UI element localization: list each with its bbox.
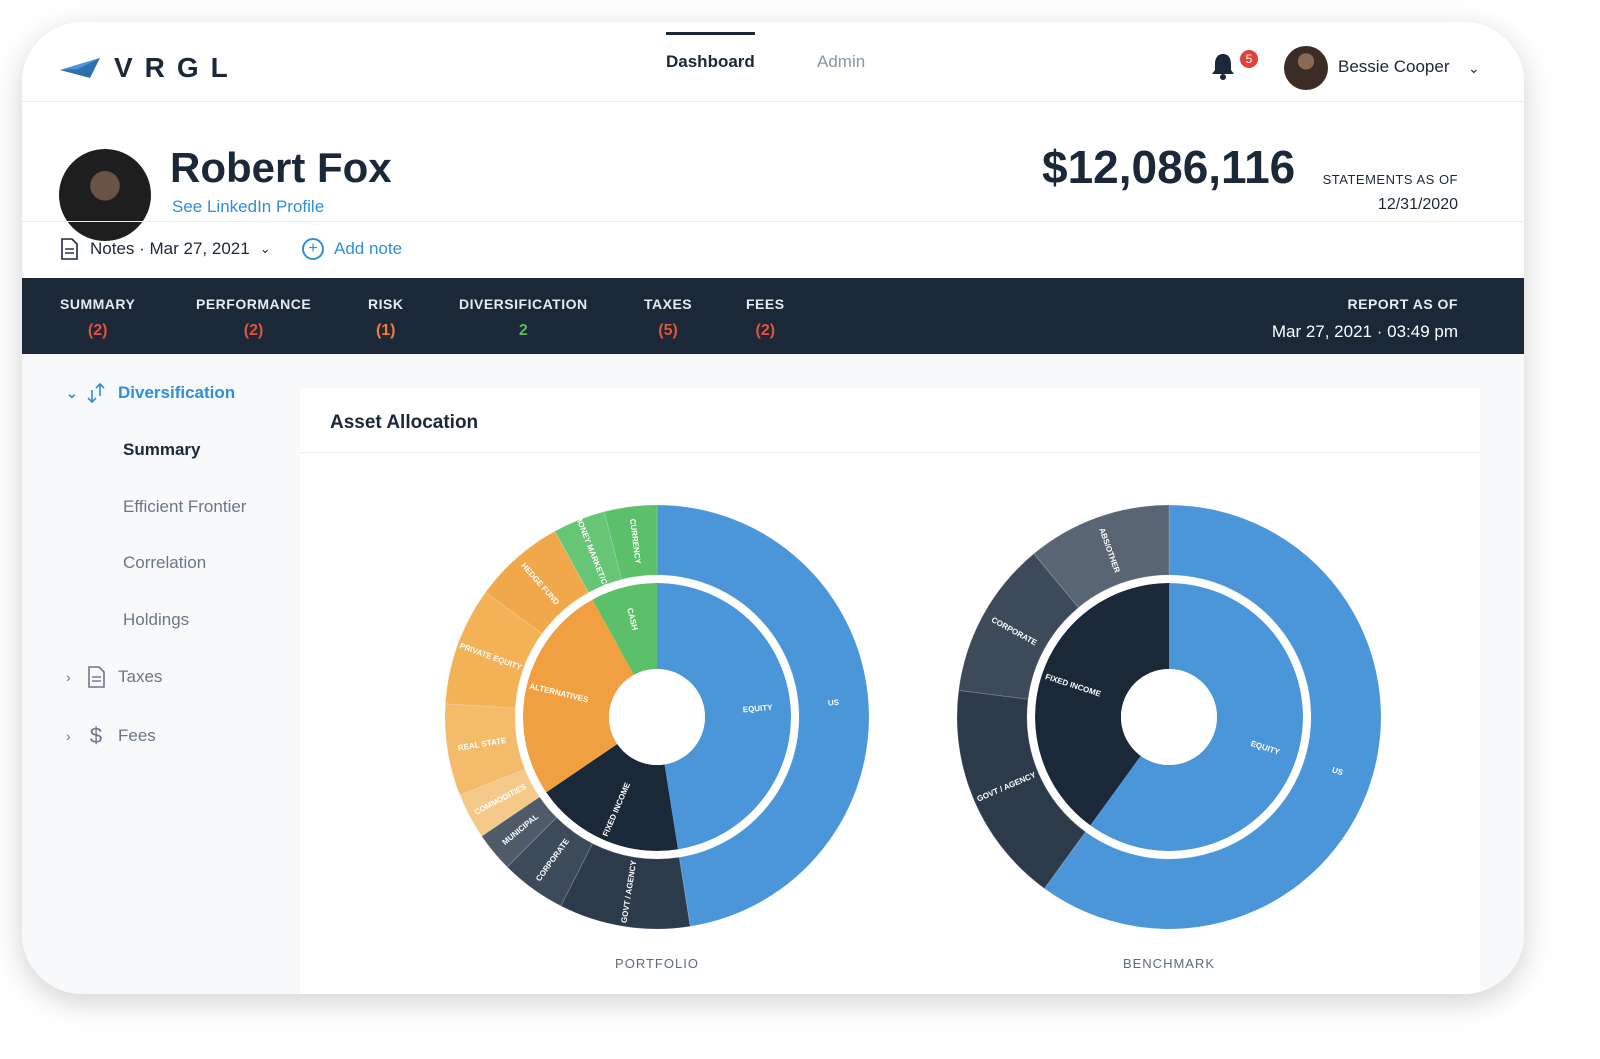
client-avatar [59, 149, 151, 241]
sidebar-item-efficient-frontier[interactable]: Efficient Frontier [123, 497, 247, 516]
user-name[interactable]: Bessie Cooper [1338, 57, 1450, 76]
bar-item-fees[interactable]: FEES (2) [746, 296, 785, 340]
bar-label: FEES [746, 296, 785, 312]
logo-icon [60, 58, 100, 78]
sidebar-group-fees[interactable]: › $ Fees [66, 723, 156, 749]
bar-item-taxes[interactable]: TAXES (5) [644, 296, 692, 340]
outer-slice-currency[interactable] [603, 504, 658, 581]
sidebar-item-correlation[interactable]: Correlation [123, 553, 207, 572]
content-area: ⌄ Diversification Summary Efficient Fron… [22, 354, 1524, 994]
inner-slice-fixed-income[interactable] [1035, 583, 1169, 826]
outer-slice-label: US [828, 698, 840, 708]
chevron-down-icon[interactable]: ⌄ [1468, 60, 1480, 76]
chevron-down-icon: ⌄ [259, 241, 271, 256]
bar-count: 2 [518, 322, 528, 339]
inner-slice-fixed-income[interactable] [546, 743, 678, 851]
top-nav: VRGL Dashboard Admin 5 Bessie Cooper ⌄ [22, 22, 1524, 102]
notes-label: Notes · Mar 27, 2021 [90, 239, 250, 258]
bar-item-performance[interactable]: PERFORMANCE (2) [196, 296, 311, 340]
chart-caption-portfolio: PORTFOLIO [615, 956, 699, 971]
document-icon [61, 238, 78, 260]
user-avatar[interactable] [1284, 46, 1328, 90]
bar-count: (2) [87, 322, 108, 339]
inner-slice-alternatives[interactable] [522, 599, 634, 793]
statements-label: STATEMENTS AS OF [1322, 172, 1458, 187]
chevron-right-icon: › [66, 728, 71, 744]
outer-slice-govt-agency[interactable] [956, 689, 1087, 890]
logo[interactable]: VRGL [60, 52, 240, 84]
bar-label: SUMMARY [60, 296, 136, 312]
report-label: REPORT AS OF [1347, 296, 1458, 312]
bar-count: (2) [243, 322, 264, 339]
tab-dashboard[interactable]: Dashboard [666, 22, 755, 102]
outer-slice-abs-other[interactable] [1033, 504, 1170, 609]
add-note-button[interactable]: + Add note [302, 238, 402, 260]
bar-item-summary[interactable]: SUMMARY (2) [60, 296, 135, 340]
report-summary-bar: SUMMARY (2) PERFORMANCE (2) RISK (1) DIV… [22, 278, 1524, 354]
statements-date: 12/31/2020 [1377, 196, 1458, 213]
outer-slice-label: US [1331, 765, 1345, 777]
sidebar-group-taxes[interactable]: › Taxes [66, 666, 162, 688]
inner-slice-equity[interactable] [1090, 583, 1303, 851]
report-date: Mar 27, 2021 · 03:49 pm [1271, 322, 1458, 341]
linkedin-link[interactable]: See LinkedIn Profile [172, 197, 325, 216]
chart-caption-benchmark: BENCHMARK [1122, 956, 1216, 971]
inner-slice-equity[interactable] [657, 583, 791, 850]
card-title: Asset Allocation [330, 412, 479, 433]
donut-hole [609, 669, 705, 765]
sidebar-group-diversification[interactable]: ⌄ Diversification [66, 382, 235, 404]
bell-icon[interactable] [1210, 52, 1236, 80]
outer-slice-us[interactable] [656, 504, 870, 927]
plus-circle-icon: + [302, 238, 324, 260]
asset-allocation-card: Asset Allocation EQUITY FIXED INCOME ALTER… [300, 388, 1480, 994]
dollar-icon: $ [89, 723, 103, 748]
bar-count: (2) [755, 322, 776, 339]
add-note-label: Add note [334, 239, 403, 258]
bar-label: DIVERSIFICATION [459, 296, 588, 312]
bar-item-diversification[interactable]: DIVERSIFICATION 2 [459, 296, 588, 340]
inner-slice-cash[interactable] [592, 583, 657, 675]
outer-slice-corporate[interactable] [958, 552, 1080, 700]
sidebar-item-summary[interactable]: Summary [123, 440, 201, 459]
sidebar: ⌄ Diversification Summary Efficient Fron… [22, 354, 300, 994]
tab-admin[interactable]: Admin [817, 52, 866, 71]
donut-hole [1121, 669, 1217, 765]
document-icon [84, 666, 108, 688]
inner-slice-label: EQUITY [742, 703, 773, 714]
total-value: $12,086,116 [1042, 141, 1296, 193]
sidebar-group-label: Fees [118, 726, 156, 745]
outer-slice-municipal[interactable] [480, 796, 558, 868]
outer-slice-commodities[interactable] [459, 768, 541, 837]
sidebar-group-label: Taxes [118, 667, 163, 686]
sort-arrows-icon [84, 382, 108, 404]
bar-label: PERFORMANCE [196, 296, 312, 312]
divider [300, 452, 1480, 453]
bar-count: (1) [375, 322, 396, 339]
sidebar-group-label: Diversification [118, 383, 236, 402]
bar-item-risk[interactable]: RISK (1) [368, 296, 403, 340]
sidebar-item-holdings[interactable]: Holdings [123, 610, 190, 629]
chevron-down-icon: ⌄ [66, 384, 78, 401]
outer-slice-us[interactable] [1043, 504, 1382, 930]
separator-ring [1027, 575, 1311, 859]
bar-count: (5) [658, 322, 678, 339]
separator-ring [515, 575, 799, 859]
divider [22, 221, 1524, 222]
client-name: Robert Fox [170, 144, 392, 191]
app-window: VRGL Dashboard Admin 5 Bessie Cooper ⌄ R… [22, 22, 1524, 994]
notes-dropdown[interactable]: Notes · Mar 27, 2021 ⌄ [60, 238, 271, 260]
bar-label: TAXES [644, 296, 693, 312]
chevron-right-icon: › [66, 669, 71, 685]
outer-slice-private-equity[interactable] [444, 591, 543, 709]
bar-label: RISK [368, 296, 404, 312]
brand-name: VRGL [114, 52, 240, 83]
notification-badge: 5 [1238, 48, 1260, 70]
